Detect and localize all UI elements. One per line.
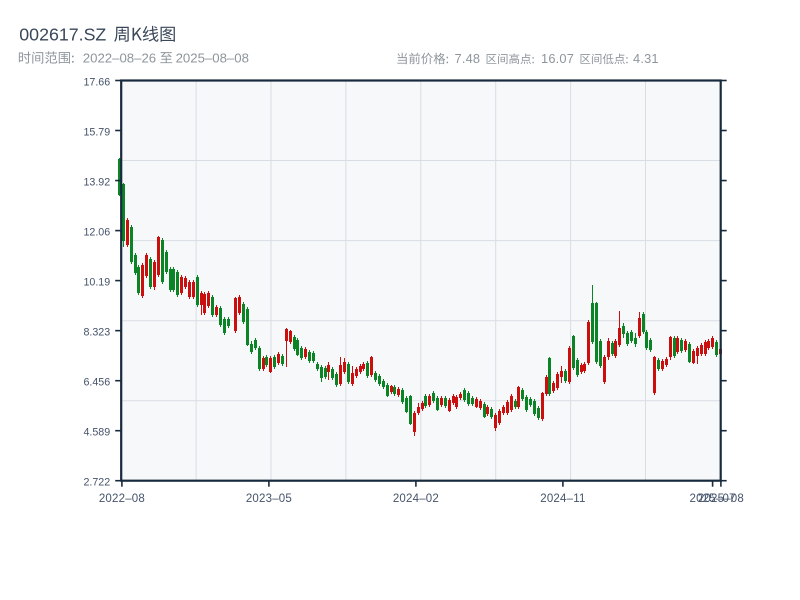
svg-text:8.323: 8.323 <box>83 327 110 339</box>
svg-text:7.48: 7.48 <box>455 51 481 66</box>
svg-text:4.31: 4.31 <box>633 51 659 66</box>
svg-text:13.92: 13.92 <box>83 177 110 189</box>
svg-text:2022–08: 2022–08 <box>99 493 145 505</box>
svg-text:6.456: 6.456 <box>83 377 110 389</box>
svg-text:12.06: 12.06 <box>83 227 110 239</box>
svg-text:17.66: 17.66 <box>83 77 110 89</box>
svg-text:2025–08–08: 2025–08–08 <box>176 51 249 66</box>
svg-text:2024–02: 2024–02 <box>393 493 439 505</box>
svg-text:002617.SZ: 002617.SZ <box>19 24 106 44</box>
svg-text:2024–11: 2024–11 <box>540 493 585 505</box>
svg-text:2022–08–26: 2022–08–26 <box>83 51 156 66</box>
svg-text:2023–05: 2023–05 <box>246 493 292 505</box>
svg-text:15.79: 15.79 <box>83 127 110 139</box>
svg-text:2.722: 2.722 <box>83 477 110 489</box>
svg-text:2025–08: 2025–08 <box>698 493 744 505</box>
svg-text:4.589: 4.589 <box>83 427 110 439</box>
svg-text:16.07: 16.07 <box>541 51 574 66</box>
svg-text:10.19: 10.19 <box>83 277 110 289</box>
svg-text:2025–07: 2025–07 <box>690 493 736 505</box>
